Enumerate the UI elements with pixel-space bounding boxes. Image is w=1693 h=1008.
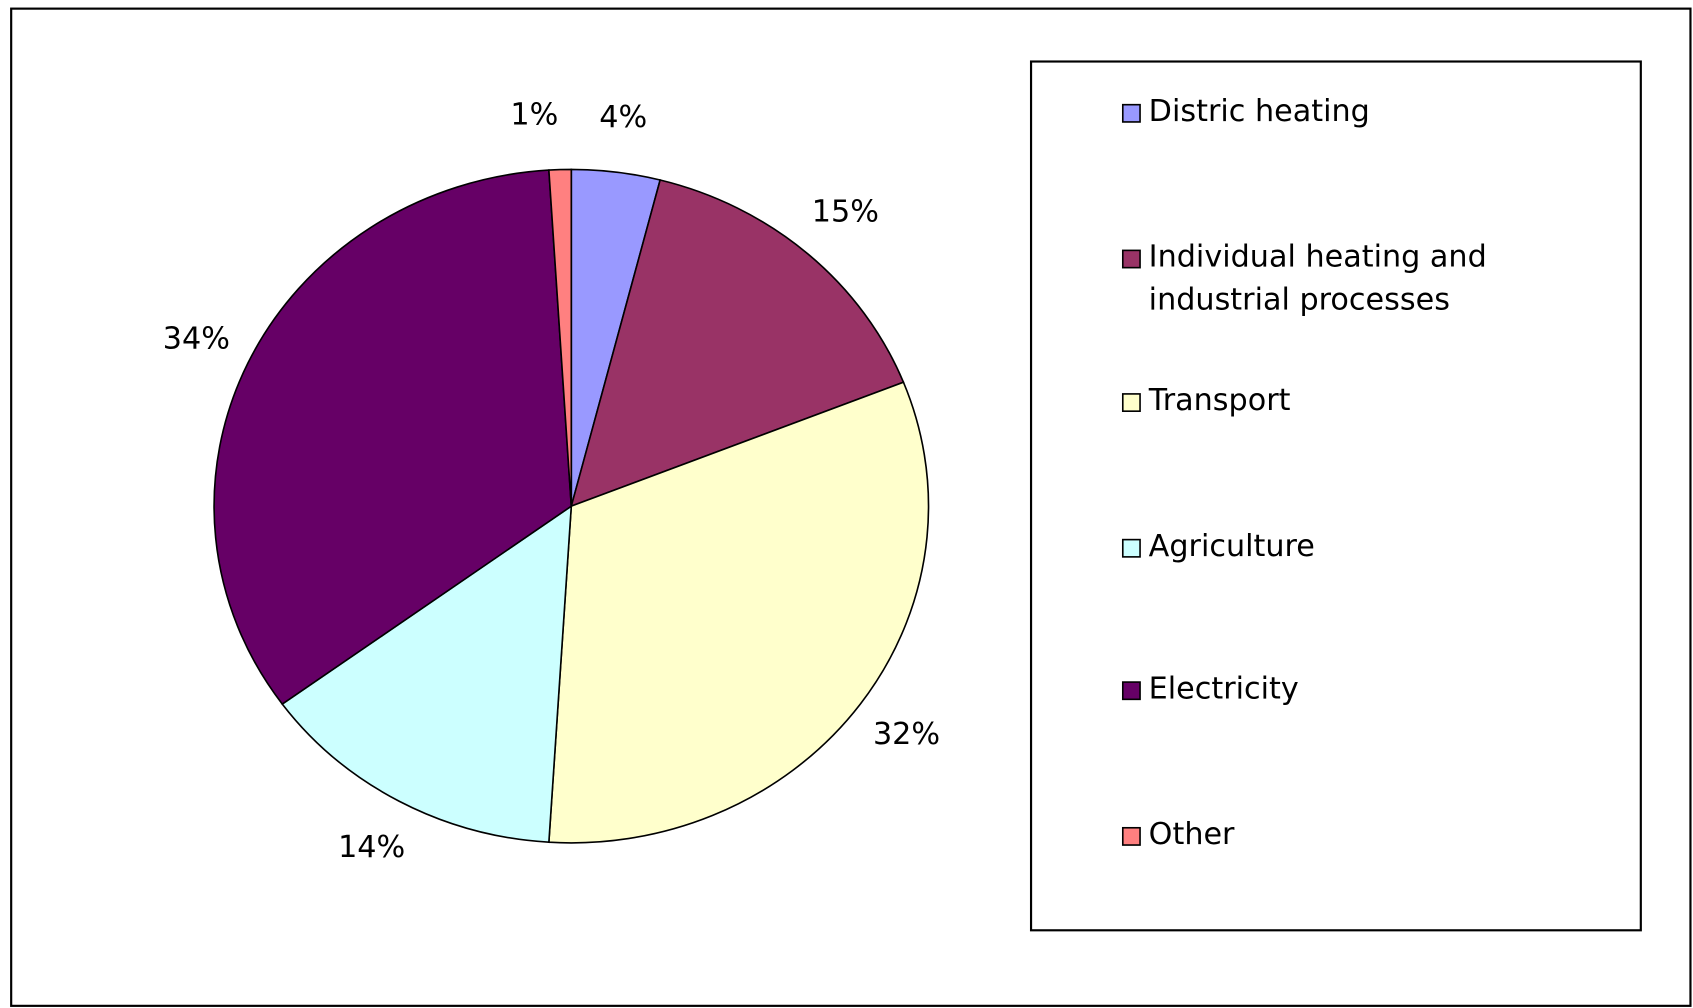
pie-slice	[548, 168, 573, 507]
legend-label-box: Transport	[1148, 382, 1291, 418]
legend-label-box: Electricity	[1148, 670, 1299, 706]
legend-swatch	[1121, 103, 1141, 123]
pie-slice	[213, 169, 573, 706]
legend-label: Individual heating and industrial proces…	[1148, 238, 1487, 318]
pie-slice	[281, 504, 573, 844]
legend-label-box: Individual heating and industrial proces…	[1148, 238, 1487, 318]
legend-label: Other	[1148, 815, 1235, 852]
legend-label-box: Agriculture	[1148, 527, 1315, 564]
data-label: 34%	[163, 321, 230, 356]
legend-box	[1029, 60, 1642, 932]
legend-label: Agriculture	[1148, 527, 1315, 564]
pie-slice	[570, 179, 905, 508]
data-label: 14%	[338, 830, 405, 865]
data-label: 15%	[812, 195, 879, 230]
legend-label: Distric heating	[1148, 92, 1370, 129]
data-label: 1%	[510, 97, 558, 132]
legend-swatch	[1121, 681, 1141, 701]
legend-swatch	[1121, 249, 1141, 269]
legend-swatch	[1121, 538, 1141, 558]
legend-swatch	[1121, 826, 1141, 846]
data-label: 32%	[873, 717, 940, 752]
legend-label-box: Distric heating	[1148, 92, 1370, 129]
legend-label: Transport	[1148, 382, 1291, 418]
legend-label: Electricity	[1148, 670, 1299, 706]
legend-swatch	[1121, 393, 1141, 412]
data-label: 4%	[599, 100, 647, 135]
pie-slice	[548, 381, 930, 844]
legend-label-box: Other	[1148, 815, 1235, 852]
